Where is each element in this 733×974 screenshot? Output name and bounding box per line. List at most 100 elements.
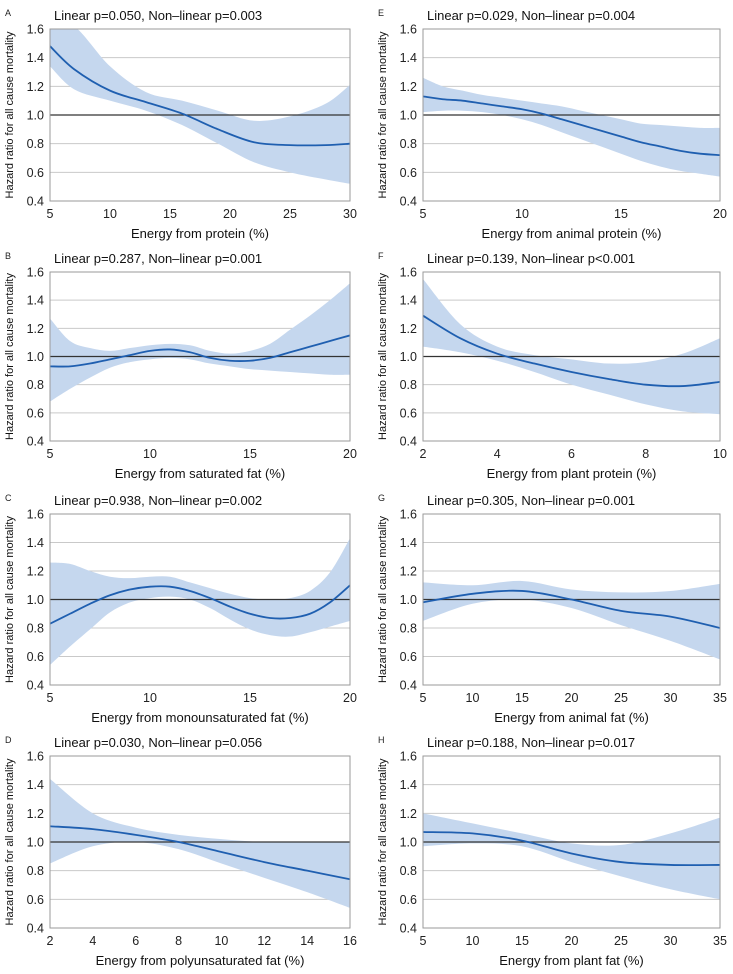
y-tick-label: 0.4 <box>400 195 417 209</box>
confidence-band <box>50 538 350 666</box>
y-tick-label: 1.4 <box>400 51 417 65</box>
hazard-ratio-line <box>423 589 720 629</box>
x-tick-label: 12 <box>257 934 271 948</box>
x-tick-label: 25 <box>283 207 297 221</box>
x-tick-label: 10 <box>143 447 157 461</box>
y-tick-label: 0.4 <box>27 679 44 693</box>
chart-title: Linear p=0.029, Non–linear p=0.004 <box>427 8 635 23</box>
y-tick-label: 1.0 <box>27 109 44 123</box>
panel-g: G Linear p=0.305, Non–linear p=0.001 0.4 0.… <box>377 493 727 725</box>
y-tick-label: 0.6 <box>400 166 417 180</box>
x-tick-label: 20 <box>343 447 357 461</box>
x-tick-label: 10 <box>515 207 529 221</box>
confidence-band <box>50 778 350 908</box>
x-axis-label: Energy from animal fat (%) <box>494 710 649 725</box>
x-tick-label: 16 <box>343 934 357 948</box>
y-tick-label: 1.2 <box>400 807 417 821</box>
confidence-band <box>423 580 720 660</box>
y-axis-label: Hazard ratio for all cause mortality <box>4 758 16 925</box>
x-axis-label: Energy from plant fat (%) <box>499 953 644 968</box>
x-tick-label: 10 <box>466 934 480 948</box>
y-tick-label: 0.4 <box>27 195 44 209</box>
y-tick-label: 1.0 <box>400 593 417 607</box>
y-tick-label: 0.4 <box>400 922 417 936</box>
chart-title: Linear p=0.287, Non–linear p=0.001 <box>54 251 262 266</box>
y-axis-label: Hazard ratio for all cause mortality <box>377 516 389 683</box>
panel-c: C Linear p=0.938, Non–linear p=0.002 0.4 0.… <box>4 493 357 725</box>
x-axis-label: Energy from polyunsaturated fat (%) <box>96 953 305 968</box>
x-tick-label: 15 <box>515 691 529 705</box>
y-tick-label: 0.8 <box>27 137 44 151</box>
chart-title: Linear p=0.188, Non–linear p=0.017 <box>427 735 635 750</box>
y-axis-label: Hazard ratio for all cause mortality <box>4 273 16 440</box>
y-tick-label: 0.6 <box>27 893 44 907</box>
y-tick-label: 1.0 <box>27 593 44 607</box>
y-tick-label: 1.4 <box>400 778 417 792</box>
y-axis-label: Hazard ratio for all cause mortality <box>4 31 16 198</box>
hazard-ratio-line <box>50 45 350 147</box>
x-tick-label: 2 <box>420 447 427 461</box>
x-tick-label: 30 <box>343 207 357 221</box>
x-tick-label: 10 <box>103 207 117 221</box>
y-tick-label: 0.6 <box>27 406 44 420</box>
x-axis-label: Energy from plant protein (%) <box>487 466 657 481</box>
x-axis-label: Energy from saturated fat (%) <box>115 466 286 481</box>
chart-title: Linear p=0.050, Non–linear p=0.003 <box>54 8 262 23</box>
y-tick-label: 1.4 <box>400 294 417 308</box>
y-tick-label: 1.4 <box>27 536 44 550</box>
x-tick-label: 20 <box>713 207 727 221</box>
y-tick-label: 1.6 <box>400 23 417 37</box>
chart-title: Linear p=0.305, Non–linear p=0.001 <box>427 493 635 508</box>
y-tick-label: 1.6 <box>27 750 44 764</box>
x-tick-label: 20 <box>223 207 237 221</box>
y-tick-label: 0.8 <box>400 864 417 878</box>
plot-frame <box>49 513 351 686</box>
chart-title: Linear p=0.030, Non–linear p=0.056 <box>54 735 262 750</box>
y-tick-label: 0.6 <box>400 650 417 664</box>
chart-title: Linear p=0.139, Non–linear p<0.001 <box>427 251 635 266</box>
y-tick-label: 1.2 <box>400 565 417 579</box>
panel-letter: A <box>5 8 11 18</box>
panel-d: D Linear p=0.030, Non–linear p=0.056 0.4 0.… <box>4 735 357 968</box>
confidence-band <box>50 283 350 402</box>
x-tick-label: 15 <box>614 207 628 221</box>
x-tick-label: 25 <box>614 691 628 705</box>
y-tick-label: 1.0 <box>400 836 417 850</box>
plot-frame <box>422 28 721 202</box>
y-tick-label: 0.8 <box>400 622 417 636</box>
x-tick-label: 10 <box>466 691 480 705</box>
x-tick-label: 5 <box>47 207 54 221</box>
y-axis-label: Hazard ratio for all cause mortality <box>4 516 16 683</box>
panel-letter: G <box>378 493 385 503</box>
x-tick-label: 5 <box>47 447 54 461</box>
x-tick-label: 35 <box>713 691 727 705</box>
y-tick-label: 1.2 <box>27 80 44 94</box>
x-tick-label: 8 <box>642 447 649 461</box>
x-tick-label: 20 <box>565 934 579 948</box>
plot-frame <box>422 755 721 929</box>
y-tick-label: 1.2 <box>27 322 44 336</box>
hazard-ratio-line <box>423 831 720 867</box>
y-tick-label: 0.8 <box>400 137 417 151</box>
y-tick-label: 0.6 <box>27 166 44 180</box>
x-tick-label: 20 <box>565 691 579 705</box>
x-tick-label: 10 <box>214 934 228 948</box>
x-tick-label: 8 <box>175 934 182 948</box>
y-tick-label: 1.6 <box>27 266 44 280</box>
panel-a: A Linear p=0.050, Non–linear p=0.003 0.4 0.… <box>4 8 357 241</box>
y-axis-label: Hazard ratio for all cause mortality <box>377 758 389 925</box>
y-tick-label: 1.6 <box>400 266 417 280</box>
y-axis-label: Hazard ratio for all cause mortality <box>377 273 389 440</box>
y-tick-label: 0.8 <box>27 378 44 392</box>
y-tick-label: 1.4 <box>27 778 44 792</box>
y-tick-label: 1.0 <box>27 350 44 364</box>
x-tick-label: 15 <box>243 691 257 705</box>
plot-frame <box>422 271 721 442</box>
x-axis-label: Energy from monounsaturated fat (%) <box>91 710 309 725</box>
panel-e: E Linear p=0.029, Non–linear p=0.004 0.4 0.… <box>377 8 727 241</box>
y-tick-label: 1.0 <box>27 836 44 850</box>
x-tick-label: 35 <box>713 934 727 948</box>
y-tick-label: 1.4 <box>27 51 44 65</box>
x-axis-label: Energy from protein (%) <box>131 226 269 241</box>
confidence-band <box>50 29 350 184</box>
